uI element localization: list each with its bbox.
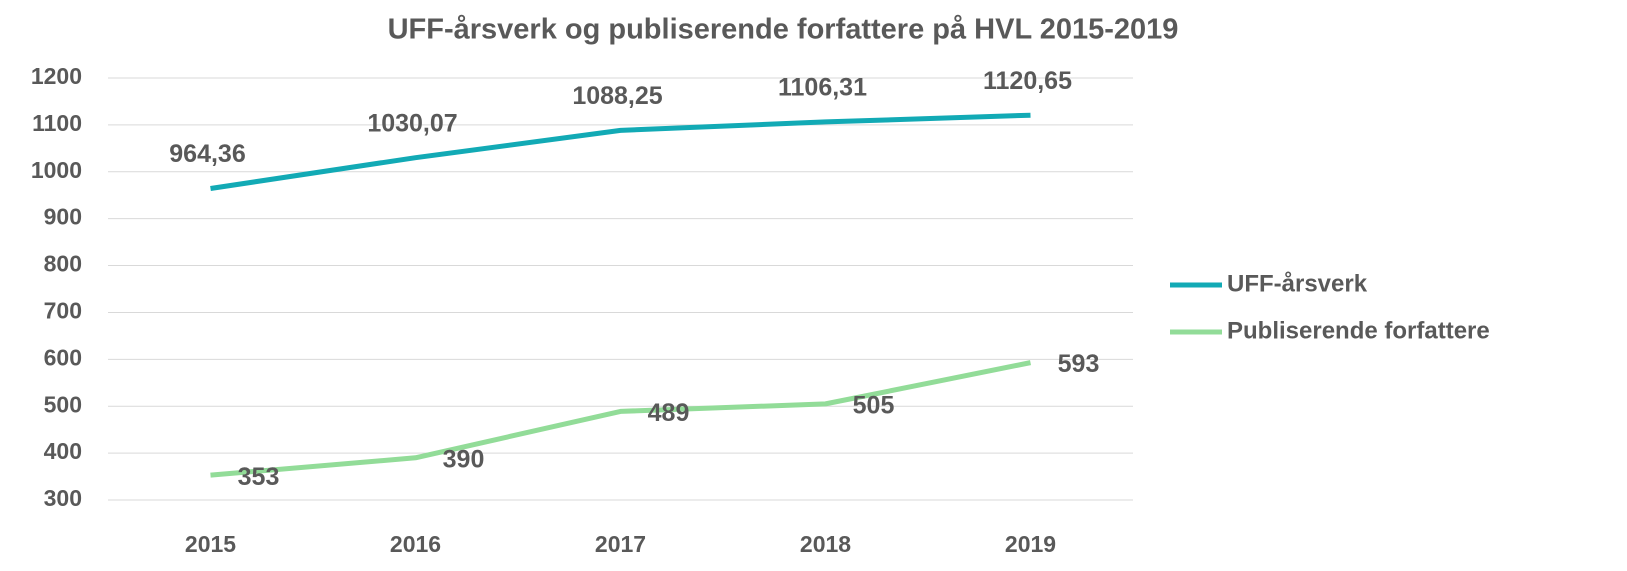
y-tick-label: 400 [44, 438, 82, 464]
data-label: 1030,07 [367, 109, 457, 137]
y-tick-label: 300 [44, 485, 82, 511]
data-label: 1106,31 [778, 74, 867, 102]
y-tick-label: 600 [44, 344, 82, 370]
data-label: 1120,65 [983, 67, 1072, 95]
data-label: 353 [238, 463, 280, 491]
legend-label: Publiserende forfattere [1227, 317, 1490, 344]
y-tick-label: 800 [44, 251, 82, 277]
x-tick-label: 2018 [800, 531, 851, 557]
y-tick-label: 900 [44, 204, 82, 230]
series-line [210, 112, 1031, 191]
legend-label: UFF-årsverk [1227, 270, 1368, 297]
y-tick-label: 1000 [31, 157, 82, 183]
data-label: 964,36 [169, 140, 245, 168]
y-tick-label: 500 [44, 391, 82, 417]
data-label: 593 [1058, 350, 1100, 378]
x-tick-label: 2015 [185, 531, 236, 557]
y-tick-label: 700 [44, 298, 82, 324]
data-label: 505 [853, 391, 895, 419]
x-tick-label: 2016 [390, 531, 441, 557]
data-label: 390 [443, 445, 485, 473]
x-tick-label: 2019 [1005, 531, 1056, 557]
chart-title: UFF-årsverk og publiserende forfattere p… [388, 14, 1179, 46]
y-tick-label: 1100 [32, 110, 82, 136]
data-label: 489 [648, 399, 690, 427]
x-tick-label: 2017 [595, 531, 646, 557]
data-label: 1088,25 [572, 82, 662, 110]
series-line [210, 360, 1031, 478]
y-tick-label: 1200 [31, 63, 82, 89]
